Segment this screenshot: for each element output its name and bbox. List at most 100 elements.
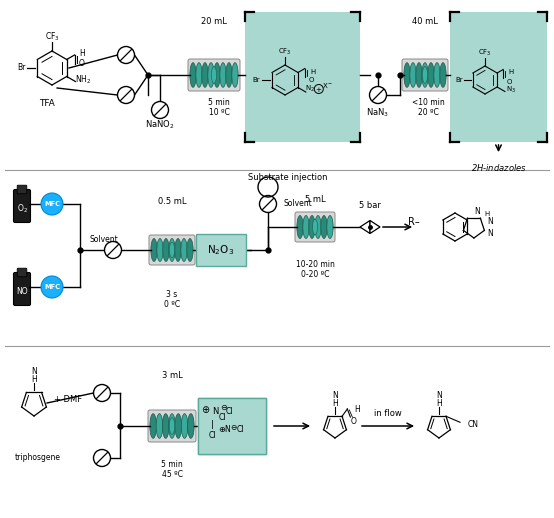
Ellipse shape	[169, 414, 175, 438]
Text: NH$_2$: NH$_2$	[75, 73, 91, 86]
Ellipse shape	[214, 63, 220, 88]
Text: H: H	[484, 211, 490, 217]
Ellipse shape	[303, 215, 309, 238]
Text: CF$_3$: CF$_3$	[44, 31, 59, 43]
Text: MFC: MFC	[44, 201, 60, 207]
Ellipse shape	[169, 239, 175, 262]
Text: N: N	[487, 218, 493, 226]
Ellipse shape	[297, 215, 303, 238]
Ellipse shape	[181, 414, 188, 438]
Text: $\ominus$: $\ominus$	[230, 423, 238, 431]
Text: TFA: TFA	[39, 98, 55, 108]
Text: CN: CN	[468, 420, 479, 429]
Ellipse shape	[434, 63, 440, 88]
Text: CF$_3$: CF$_3$	[478, 48, 492, 58]
Text: triphosgene: triphosgene	[15, 453, 61, 463]
Text: 2$H$-indazoles: 2$H$-indazoles	[470, 162, 526, 173]
Ellipse shape	[190, 63, 196, 88]
Bar	[245, 12, 360, 142]
Ellipse shape	[181, 239, 187, 262]
Ellipse shape	[187, 239, 193, 262]
FancyBboxPatch shape	[402, 59, 448, 91]
Text: Cl: Cl	[236, 425, 244, 435]
Ellipse shape	[226, 63, 232, 88]
FancyBboxPatch shape	[295, 212, 335, 242]
Ellipse shape	[315, 215, 321, 238]
Text: N: N	[212, 407, 218, 416]
Text: 5 bar: 5 bar	[359, 202, 381, 210]
Text: CF$_3$: CF$_3$	[278, 47, 292, 57]
Ellipse shape	[150, 414, 156, 438]
Text: H: H	[332, 398, 338, 408]
Text: N$_2$O$_3$: N$_2$O$_3$	[207, 243, 234, 257]
Text: N: N	[487, 228, 493, 237]
Ellipse shape	[220, 63, 226, 88]
Text: O: O	[308, 78, 314, 83]
Text: NO: NO	[16, 287, 28, 296]
Ellipse shape	[151, 239, 157, 262]
Text: N: N	[436, 392, 442, 400]
FancyBboxPatch shape	[13, 190, 30, 223]
Ellipse shape	[156, 414, 163, 438]
Text: Solvent: Solvent	[90, 236, 119, 244]
Circle shape	[105, 241, 121, 258]
Ellipse shape	[327, 215, 333, 238]
Text: MFC: MFC	[44, 284, 60, 290]
Ellipse shape	[162, 414, 169, 438]
Text: NaNO$_2$: NaNO$_2$	[145, 119, 175, 131]
Ellipse shape	[423, 67, 428, 83]
Text: N: N	[474, 208, 480, 217]
FancyBboxPatch shape	[148, 410, 196, 442]
Ellipse shape	[440, 63, 446, 88]
Text: N$_3$: N$_3$	[506, 84, 516, 95]
Ellipse shape	[175, 414, 182, 438]
Text: N: N	[31, 367, 37, 377]
Text: 5 mL: 5 mL	[305, 195, 325, 205]
Ellipse shape	[175, 239, 181, 262]
Text: 5 min
45 ºC: 5 min 45 ºC	[161, 460, 183, 479]
Text: $\oplus$: $\oplus$	[218, 425, 226, 435]
FancyBboxPatch shape	[17, 185, 27, 194]
Circle shape	[94, 384, 110, 401]
Bar	[450, 12, 547, 142]
Ellipse shape	[170, 242, 175, 258]
Circle shape	[117, 87, 135, 104]
Ellipse shape	[416, 63, 422, 88]
Ellipse shape	[212, 67, 217, 83]
Text: Br: Br	[252, 77, 260, 83]
Ellipse shape	[312, 219, 317, 235]
Text: $\oplus$: $\oplus$	[201, 404, 211, 415]
Ellipse shape	[232, 63, 238, 88]
Circle shape	[41, 276, 63, 298]
Text: NaN$_3$: NaN$_3$	[366, 107, 389, 119]
Circle shape	[259, 195, 276, 212]
Ellipse shape	[202, 63, 208, 88]
Text: <10 min
20 ºC: <10 min 20 ºC	[412, 98, 444, 118]
Ellipse shape	[410, 63, 416, 88]
Text: in flow: in flow	[374, 410, 402, 419]
Text: O$_2$: O$_2$	[17, 203, 28, 215]
Text: H: H	[355, 405, 360, 413]
FancyBboxPatch shape	[188, 59, 240, 91]
Ellipse shape	[163, 239, 169, 262]
Ellipse shape	[188, 414, 194, 438]
Text: 40 mL: 40 mL	[412, 18, 438, 26]
Text: $\ominus$: $\ominus$	[220, 403, 228, 412]
Bar	[196, 234, 246, 266]
Text: Br: Br	[455, 77, 463, 83]
Text: X$^-$: X$^-$	[322, 80, 334, 90]
Text: Br: Br	[17, 64, 25, 73]
Text: H: H	[509, 68, 514, 75]
Ellipse shape	[422, 63, 428, 88]
Text: H: H	[310, 68, 316, 75]
Text: N: N	[224, 425, 230, 435]
Circle shape	[151, 102, 168, 119]
Text: 3 s
0 ºC: 3 s 0 ºC	[164, 290, 180, 309]
Ellipse shape	[428, 63, 434, 88]
Polygon shape	[360, 221, 370, 234]
Circle shape	[117, 47, 135, 64]
FancyBboxPatch shape	[17, 268, 27, 277]
Text: N: N	[332, 392, 338, 400]
Ellipse shape	[170, 418, 175, 435]
Ellipse shape	[157, 239, 163, 262]
